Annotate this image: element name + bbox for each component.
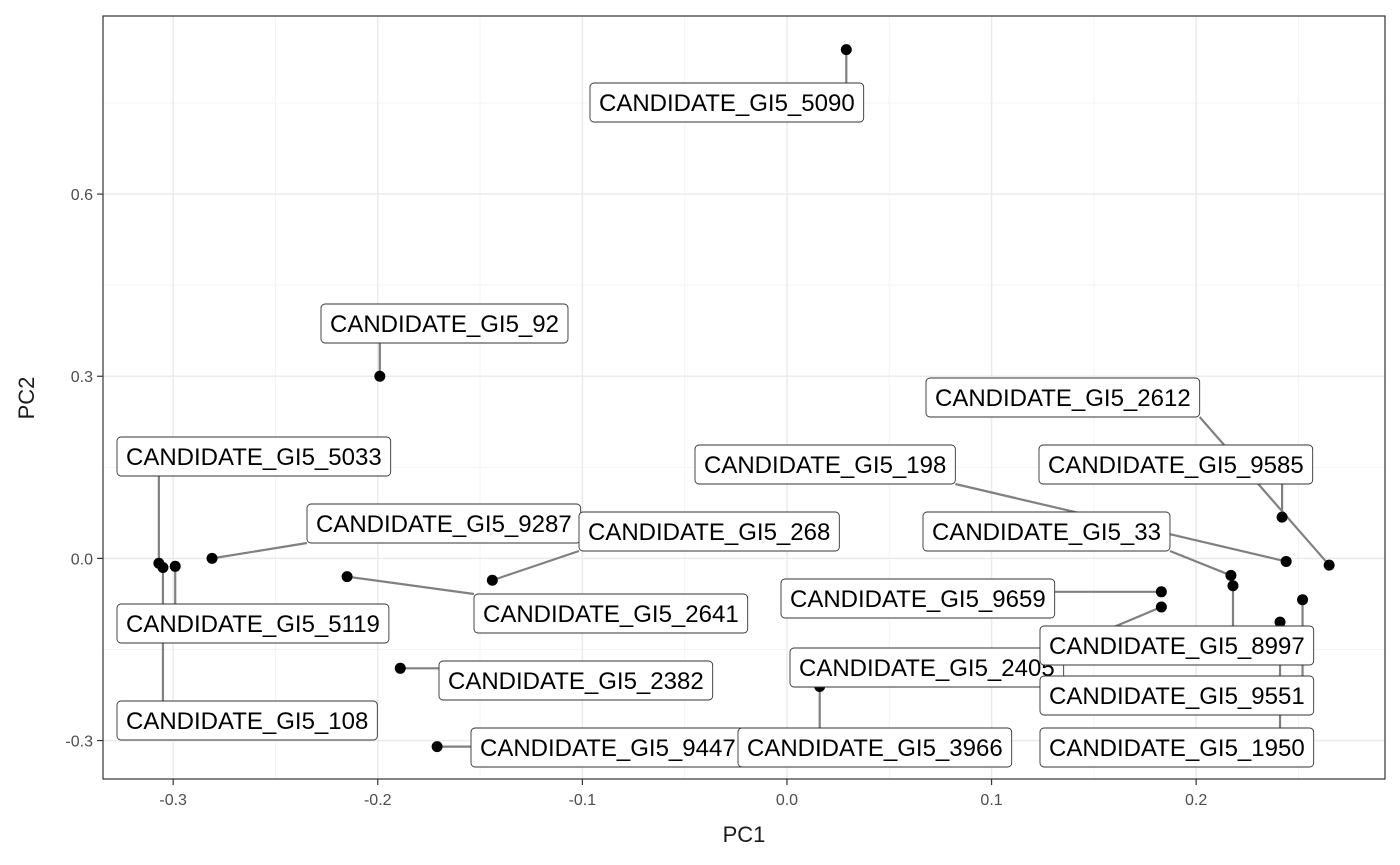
y-tick-label: 0.6 (71, 187, 93, 204)
x-tick-label: 0.1 (980, 792, 1002, 809)
point-label-box: CANDIDATE_GI5_5033 (116, 436, 392, 477)
point-label-box: CANDIDATE_GI5_92 (320, 303, 569, 344)
label-box-background (438, 660, 714, 701)
x-tick-label: -0.1 (569, 792, 597, 809)
label-box-background (116, 603, 390, 644)
point-label-text: CANDIDATE_GI5_2641 (483, 601, 739, 628)
data-point (1276, 511, 1288, 523)
point-label-text: CANDIDATE_GI5_2382 (448, 668, 704, 695)
point-label-box: CANDIDATE_GI5_5090 (589, 82, 865, 123)
point-label-text: CANDIDATE_GI5_5119 (126, 611, 380, 638)
data-point (1323, 559, 1335, 571)
panel-border (102, 15, 1386, 780)
data-point (1297, 594, 1309, 606)
point-label-text: CANDIDATE_GI5_268 (588, 519, 830, 546)
point-label-text: CANDIDATE_GI5_33 (932, 519, 1161, 546)
point-label-box: CANDIDATE_GI5_3966 (737, 727, 1013, 768)
point-label-text: CANDIDATE_GI5_92 (330, 311, 559, 338)
label-box-background (1039, 625, 1315, 666)
point-label-box: CANDIDATE_GI5_108 (116, 700, 378, 741)
point-label-text: CANDIDATE_GI5_9287 (316, 511, 572, 538)
point-label-box: CANDIDATE_GI5_2641 (473, 593, 749, 634)
data-point (1155, 586, 1167, 598)
point-label-box: CANDIDATE_GI5_2405 (789, 647, 1065, 688)
point-label-text: CANDIDATE_GI5_5033 (126, 444, 382, 471)
point-label-box: CANDIDATE_GI5_9585 (1038, 444, 1314, 485)
point-label-box: CANDIDATE_GI5_198 (694, 444, 956, 485)
label-box-background (320, 303, 569, 344)
x-tick-label: -0.3 (159, 792, 187, 809)
data-point (374, 370, 386, 382)
point-label-text: CANDIDATE_GI5_9447 (480, 735, 736, 762)
point-label-box: CANDIDATE_GI5_9551 (1039, 675, 1315, 716)
point-label-box: CANDIDATE_GI5_5119 (116, 603, 390, 644)
data-points (153, 44, 1335, 753)
y-axis: -0.3 0.0 0.3 0.6 (65, 187, 103, 751)
y-tick-label: 0.3 (71, 369, 93, 386)
label-box-background (789, 647, 1065, 688)
label-box-background (116, 436, 392, 477)
y-axis-title: PC2 (14, 377, 39, 420)
data-point (1280, 555, 1292, 567)
label-box-background (737, 727, 1013, 768)
x-axis-title: PC1 (723, 822, 766, 847)
data-point (157, 562, 169, 574)
point-label-box: CANDIDATE_GI5_9659 (780, 578, 1056, 619)
point-label-text: CANDIDATE_GI5_8997 (1049, 633, 1305, 660)
point-label-text: CANDIDATE_GI5_1950 (1049, 735, 1305, 762)
point-label-text: CANDIDATE_GI5_3966 (747, 735, 1003, 762)
leader-line (1198, 416, 1328, 563)
leader-line (215, 541, 308, 559)
y-tick-label: 0.0 (71, 551, 93, 568)
point-label-text: CANDIDATE_GI5_9659 (790, 586, 1046, 613)
point-label-box: CANDIDATE_GI5_33 (922, 511, 1171, 552)
data-point (1155, 601, 1167, 613)
label-box-background (116, 700, 378, 741)
point-label-box: CANDIDATE_GI5_2382 (438, 660, 714, 701)
point-label-text: CANDIDATE_GI5_2405 (799, 655, 1055, 682)
leader-line (495, 549, 580, 581)
data-point (431, 741, 443, 753)
point-label-text: CANDIDATE_GI5_2612 (935, 385, 1191, 412)
label-box-background (925, 377, 1201, 418)
x-axis: -0.3 -0.2 -0.1 0.0 0.1 0.2 (159, 779, 1207, 809)
data-point (169, 560, 181, 572)
data-point (486, 574, 498, 586)
point-label-text: CANDIDATE_GI5_198 (704, 452, 946, 479)
label-box-background (694, 444, 956, 485)
label-box-background (473, 593, 749, 634)
leader-line (1169, 549, 1228, 575)
point-label-box: CANDIDATE_GI5_1950 (1039, 727, 1315, 768)
data-point (341, 571, 353, 583)
data-point (840, 44, 852, 56)
point-label-text: CANDIDATE_GI5_9585 (1048, 452, 1304, 479)
label-box-background (780, 578, 1056, 619)
label-box-background (1039, 675, 1315, 716)
label-box-background (1039, 727, 1315, 768)
label-box-background (1038, 444, 1314, 485)
data-point (206, 552, 218, 564)
y-tick-label: -0.3 (65, 734, 93, 751)
data-point (1227, 580, 1239, 592)
label-box-background (922, 511, 1171, 552)
point-label-box: CANDIDATE_GI5_9447 (470, 727, 746, 768)
point-label-box: CANDIDATE_GI5_8997 (1039, 625, 1315, 666)
point-label-text: CANDIDATE_GI5_9551 (1049, 683, 1305, 710)
point-label-text: CANDIDATE_GI5_5090 (599, 90, 855, 117)
x-tick-label: -0.2 (364, 792, 392, 809)
point-labels: CANDIDATE_GI5_5090 CANDIDATE_GI5_92 CANDID… (116, 82, 1315, 768)
data-point (394, 662, 406, 674)
point-label-text: CANDIDATE_GI5_108 (126, 708, 368, 735)
x-tick-label: 0.2 (1185, 792, 1207, 809)
label-box-background (578, 511, 840, 552)
data-point (1274, 616, 1286, 628)
point-label-box: CANDIDATE_GI5_268 (578, 511, 840, 552)
point-label-box: CANDIDATE_GI5_9287 (306, 503, 582, 544)
x-tick-label: 0.0 (776, 792, 798, 809)
point-label-box: CANDIDATE_GI5_2612 (925, 377, 1201, 418)
data-point (1225, 569, 1237, 581)
label-box-background (589, 82, 865, 123)
leader-line (350, 576, 475, 596)
